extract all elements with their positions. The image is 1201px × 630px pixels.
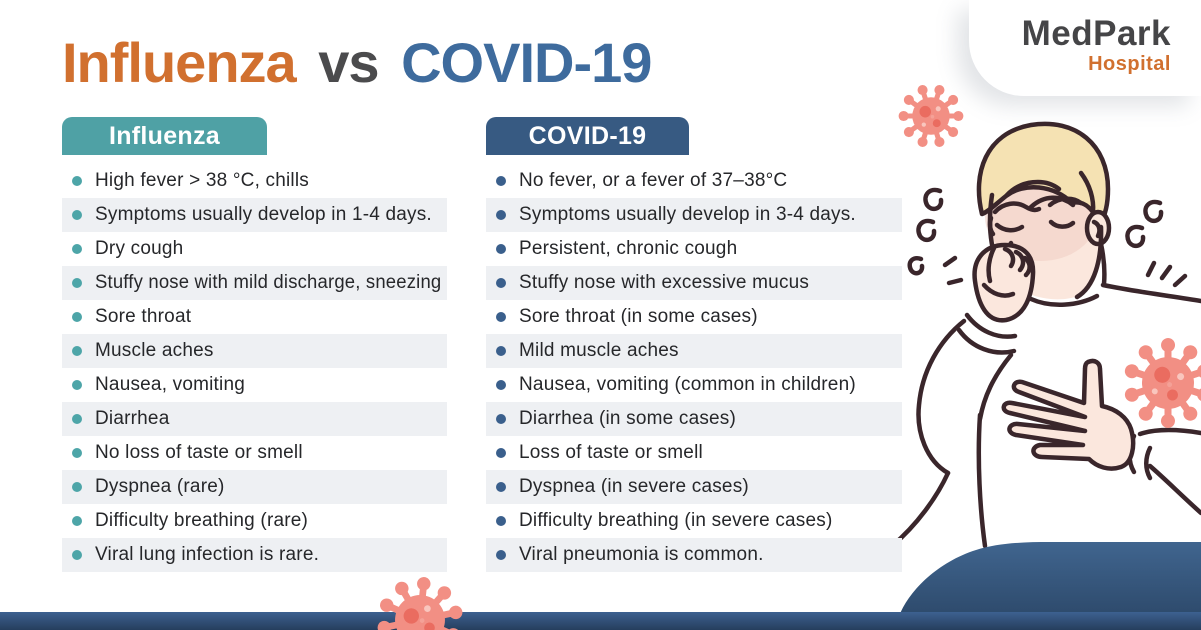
covid19-symptom-list: No fever, or a fever of 37–38°C Symptoms…: [486, 164, 902, 572]
symptom-row: Diarrhea (in some cases): [486, 402, 902, 436]
influenza-tab: Influenza: [62, 117, 267, 155]
bullet-icon: [72, 176, 82, 186]
symptom-label: Dyspnea (rare): [95, 476, 225, 497]
bullet-icon: [72, 516, 82, 526]
bullet-icon: [496, 380, 506, 390]
symptom-label: Muscle aches: [95, 340, 214, 361]
bullet-icon: [496, 516, 506, 526]
symptom-row: Difficulty breathing (in severe cases): [486, 504, 902, 538]
symptom-label: Symptoms usually develop in 3-4 days.: [519, 204, 856, 225]
bullet-icon: [496, 312, 506, 322]
symptom-label: Difficulty breathing (in severe cases): [519, 510, 833, 531]
bullet-icon: [72, 312, 82, 322]
symptom-label: Viral pneumonia is common.: [519, 544, 764, 565]
title-vs: vs: [318, 31, 379, 94]
symptom-label: Symptoms usually develop in 1-4 days.: [95, 204, 432, 225]
symptom-row: Difficulty breathing (rare): [62, 504, 447, 538]
bullet-icon: [496, 482, 506, 492]
symptom-row: Nausea, vomiting: [62, 368, 447, 402]
virus-icon: [895, 80, 967, 152]
symptom-row: Sore throat: [62, 300, 447, 334]
symptom-row: Persistent, chronic cough: [486, 232, 902, 266]
covid19-column: COVID-19 No fever, or a fever of 37–38°C…: [486, 117, 902, 572]
bullet-icon: [72, 244, 82, 254]
bullet-icon: [496, 414, 506, 424]
symptom-label: Mild muscle aches: [519, 340, 679, 361]
symptom-row: Dyspnea (rare): [62, 470, 447, 504]
symptom-row: High fever > 38 °C, chills: [62, 164, 447, 198]
bullet-icon: [72, 414, 82, 424]
covid19-tab: COVID-19: [486, 117, 689, 155]
symptom-row: Stuffy nose with excessive mucus: [486, 266, 902, 300]
logo-sub-text: Hospital: [1088, 53, 1171, 75]
symptom-row: No loss of taste or smell: [62, 436, 447, 470]
bullet-icon: [72, 346, 82, 356]
influenza-column: Influenza High fever > 38 °C, chills Sym…: [62, 117, 447, 572]
symptom-row: Nausea, vomiting (common in children): [486, 368, 902, 402]
page-title: Influenza vs COVID-19: [62, 30, 652, 95]
symptom-row: Diarrhea: [62, 402, 447, 436]
bottom-wave-shape: [900, 542, 1201, 630]
symptom-row: Symptoms usually develop in 1-4 days.: [62, 198, 447, 232]
symptom-label: Loss of taste or smell: [519, 442, 703, 463]
title-covid: COVID-19: [401, 31, 652, 94]
bullet-icon: [496, 550, 506, 560]
coughing-man-illustration: [889, 121, 1201, 549]
symptom-row: Viral lung infection is rare.: [62, 538, 447, 572]
bullet-icon: [496, 176, 506, 186]
bullet-icon: [72, 550, 82, 560]
symptom-label: Nausea, vomiting (common in children): [519, 374, 856, 395]
title-influenza: Influenza: [62, 31, 297, 94]
bullet-icon: [72, 278, 82, 288]
symptom-row: Stuffy nose with mild discharge, sneezin…: [62, 266, 447, 300]
symptom-label: Dry cough: [95, 238, 184, 259]
symptom-label: No loss of taste or smell: [95, 442, 303, 463]
symptom-row: Symptoms usually develop in 3-4 days.: [486, 198, 902, 232]
symptom-row: Loss of taste or smell: [486, 436, 902, 470]
logo-brand-text: MedPark: [1021, 14, 1171, 53]
symptom-row: Viral pneumonia is common.: [486, 538, 902, 572]
symptom-row: Sore throat (in some cases): [486, 300, 902, 334]
symptom-label: Diarrhea (in some cases): [519, 408, 737, 429]
bullet-icon: [496, 448, 506, 458]
medpark-logo: MedPark Hospital: [969, 0, 1201, 96]
symptom-row: Mild muscle aches: [486, 334, 902, 368]
symptom-label: Stuffy nose with excessive mucus: [519, 272, 810, 293]
symptom-row: Dry cough: [62, 232, 447, 266]
symptom-label: Difficulty breathing (rare): [95, 510, 309, 531]
bullet-icon: [72, 448, 82, 458]
symptom-label: No fever, or a fever of 37–38°C: [519, 170, 788, 191]
footer-bar: [0, 612, 1201, 630]
bullet-icon: [496, 278, 506, 288]
bullet-icon: [496, 244, 506, 254]
symptom-row: Dyspnea (in severe cases): [486, 470, 902, 504]
symptom-row: Muscle aches: [62, 334, 447, 368]
symptom-label: Sore throat (in some cases): [519, 306, 758, 327]
symptom-label: Diarrhea: [95, 408, 170, 429]
symptom-label: Nausea, vomiting: [95, 374, 245, 395]
symptom-label: Dyspnea (in severe cases): [519, 476, 749, 497]
symptom-label: Viral lung infection is rare.: [95, 544, 320, 565]
influenza-symptom-list: High fever > 38 °C, chills Symptoms usua…: [62, 164, 447, 572]
bullet-icon: [72, 380, 82, 390]
symptom-label: High fever > 38 °C, chills: [95, 170, 309, 191]
symptom-label: Persistent, chronic cough: [519, 238, 738, 259]
bullet-icon: [496, 210, 506, 220]
virus-icon: [363, 563, 477, 630]
symptom-row: No fever, or a fever of 37–38°C: [486, 164, 902, 198]
bullet-icon: [496, 346, 506, 356]
symptom-label: Sore throat: [95, 306, 192, 327]
bullet-icon: [72, 210, 82, 220]
bullet-icon: [72, 482, 82, 492]
symptom-label: Stuffy nose with mild discharge, sneezin…: [95, 272, 442, 293]
